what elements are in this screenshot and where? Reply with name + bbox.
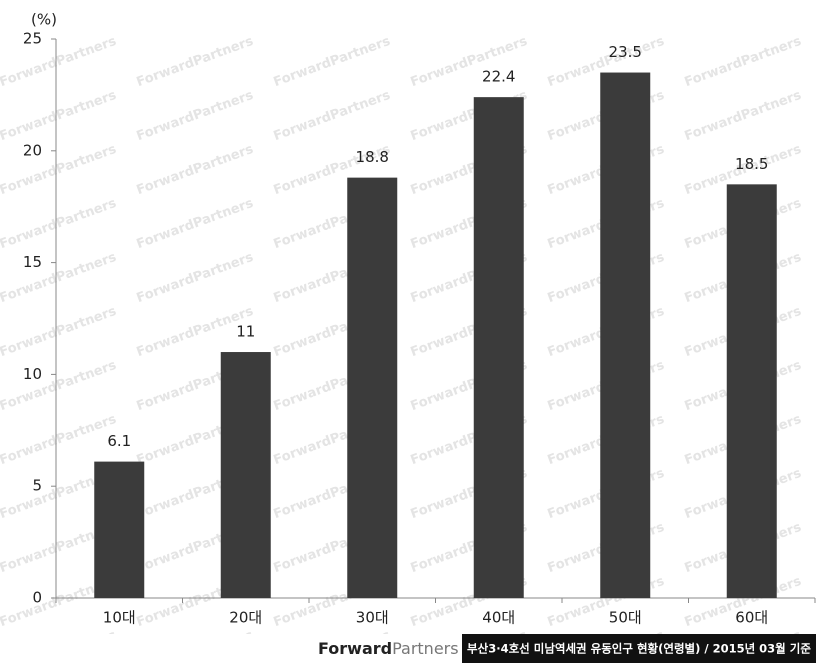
x-tick-label: 40대 (482, 609, 515, 627)
y-tick-label: 0 (32, 589, 42, 607)
x-tick-label: 60대 (735, 609, 768, 627)
logo: ForwardPartners (318, 639, 459, 658)
value-label: 22.4 (482, 68, 515, 86)
watermark: ForwardPartners (0, 412, 119, 468)
watermark: ForwardPartners (135, 250, 256, 306)
watermark: ForwardPartners (683, 34, 804, 90)
caption: 부산3·4호선 미남역세권 유동인구 현황(연령별) / 2015년 03월 기… (467, 642, 811, 656)
value-label: 18.5 (735, 155, 768, 173)
caption-box (462, 634, 816, 663)
y-tick-label: 10 (23, 365, 42, 383)
x-tick-label: 30대 (356, 609, 389, 627)
watermark: ForwardPartners (272, 88, 393, 144)
bar (726, 184, 777, 598)
watermark: ForwardPartners (135, 88, 256, 144)
watermark: ForwardPartners (0, 358, 119, 414)
value-label: 18.8 (356, 148, 389, 166)
watermark: ForwardPartners (0, 196, 119, 252)
watermark: ForwardPartners (135, 142, 256, 198)
watermark: ForwardPartners (0, 88, 119, 144)
x-tick-label: 50대 (609, 609, 642, 627)
bar (220, 352, 271, 598)
watermark: ForwardPartners (0, 142, 119, 198)
watermark: ForwardPartners (0, 304, 119, 360)
y-unit: (%) (31, 11, 57, 29)
x-tick-label: 10대 (103, 609, 136, 627)
value-label: 11 (236, 323, 255, 341)
y-tick-label: 5 (32, 477, 42, 495)
bar (94, 461, 145, 598)
logo-bold: Forward (318, 639, 392, 658)
watermark: ForwardPartners (272, 34, 393, 90)
bar (347, 177, 398, 598)
bar (600, 72, 651, 599)
x-tick-label: 20대 (229, 609, 262, 627)
watermark: ForwardPartners (135, 34, 256, 90)
y-tick-label: 20 (23, 141, 42, 159)
watermark: ForwardPartners (0, 250, 119, 306)
watermark: ForwardPartners (0, 34, 119, 90)
watermark: ForwardPartners (135, 196, 256, 252)
value-label: 6.1 (107, 432, 131, 450)
value-label: 23.5 (609, 43, 642, 61)
y-tick-label: 25 (23, 30, 42, 48)
y-tick-label: 15 (23, 253, 42, 271)
logo-light: Partners (392, 639, 458, 658)
bar (473, 97, 524, 599)
watermark: ForwardPartners (683, 88, 804, 144)
